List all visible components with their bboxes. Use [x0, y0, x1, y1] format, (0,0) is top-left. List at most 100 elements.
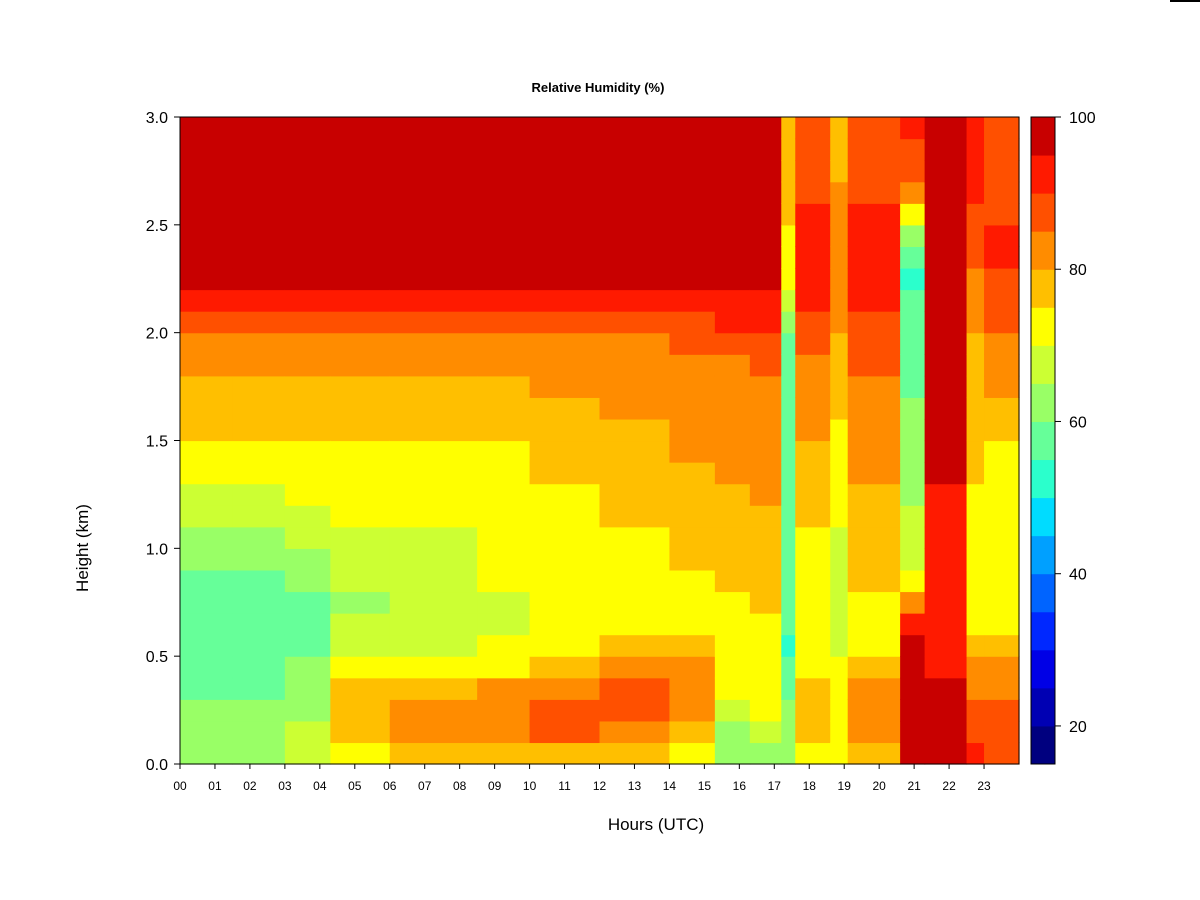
heatmap-cell — [477, 418, 531, 442]
heatmap-cell — [529, 634, 601, 657]
heatmap-cell — [795, 203, 831, 226]
heatmap-cell — [232, 375, 286, 398]
heatmap-cell — [529, 311, 601, 334]
heatmap-cell — [669, 289, 716, 312]
heatmap-cell — [330, 375, 391, 398]
heatmap-cell — [847, 397, 901, 420]
heatmap-cell — [847, 699, 901, 722]
heatmap-cell — [389, 332, 478, 355]
heatmap-cell — [477, 569, 531, 593]
x-tick-label: 12 — [593, 779, 607, 793]
heatmap-cell — [284, 246, 331, 269]
heatmap-cell — [714, 483, 751, 506]
heatmap-cell — [232, 418, 286, 442]
heatmap-cell — [477, 246, 531, 269]
heatmap-cell — [781, 742, 796, 765]
heatmap-cell — [669, 246, 716, 269]
heatmap-cell — [330, 591, 391, 614]
heatmap-cell — [389, 526, 478, 549]
heatmap-cell — [529, 117, 601, 140]
heatmap-cell — [330, 613, 391, 636]
heatmap-cell — [749, 613, 782, 636]
heatmap-cell — [900, 246, 926, 269]
heatmap-cell — [284, 224, 331, 247]
colorbar-segment — [1031, 535, 1055, 575]
heatmap-cell — [669, 569, 716, 593]
y-tick-label: 2.0 — [146, 326, 168, 343]
heatmap-cell — [749, 267, 782, 291]
heatmap-cell — [477, 375, 531, 398]
x-tick-label: 00 — [173, 779, 187, 793]
heatmap-cell — [180, 591, 234, 614]
colorbar-tick-label: 80 — [1069, 262, 1087, 279]
heatmap-cell — [599, 267, 671, 291]
heatmap-cell — [669, 203, 716, 226]
heatmap-cell — [477, 526, 531, 549]
colorbar-segment — [1031, 193, 1055, 232]
heatmap-cell — [900, 138, 926, 161]
heatmap-cell — [924, 418, 968, 442]
heatmap-cell — [669, 462, 716, 485]
heatmap-cell — [900, 677, 926, 700]
heatmap-cell — [389, 440, 478, 463]
heatmap-cell — [477, 224, 531, 247]
heatmap-cell — [830, 203, 849, 226]
heatmap-cell — [232, 526, 286, 549]
heatmap-cell — [529, 246, 601, 269]
heatmap-cell — [924, 483, 968, 506]
heatmap-cell — [830, 289, 849, 312]
heatmap-cell — [714, 505, 751, 528]
heatmap-cell — [599, 332, 671, 355]
heatmap-cell — [714, 311, 751, 334]
heatmap-cell — [599, 203, 671, 226]
heatmap-cell — [180, 311, 234, 334]
heatmap-cell — [477, 720, 531, 744]
heatmap-cell — [669, 720, 716, 744]
heatmap-cell — [795, 591, 831, 614]
heatmap-cell — [477, 483, 531, 506]
heatmap-cell — [900, 311, 926, 334]
heatmap-cell — [795, 505, 831, 528]
heatmap-cell — [599, 138, 671, 161]
heatmap-cell — [389, 375, 478, 398]
x-tick-label: 02 — [243, 779, 257, 793]
heatmap-cell — [232, 181, 286, 204]
heatmap-cell — [781, 267, 796, 291]
heatmap-cell — [781, 181, 796, 204]
heatmap-cell — [984, 505, 1020, 528]
heatmap-cell — [477, 181, 531, 204]
heatmap-cell — [180, 613, 234, 636]
heatmap-cell — [984, 267, 1020, 291]
heatmap-cell — [529, 613, 601, 636]
colorbar-segment — [1031, 421, 1055, 461]
heatmap-cell — [232, 203, 286, 226]
y-tick-label: 1.5 — [146, 434, 168, 451]
heatmap-cell — [781, 526, 796, 549]
heatmap-cell — [232, 548, 286, 571]
heatmap-cell — [389, 117, 478, 140]
heatmap-cell — [180, 203, 234, 226]
heatmap-cell — [180, 634, 234, 657]
heatmap-cell — [180, 742, 234, 765]
heatmap-cell — [389, 246, 478, 269]
heatmap-cell — [830, 699, 849, 722]
heatmap-cell — [529, 138, 601, 161]
heatmap-cell — [830, 246, 849, 269]
heatmap-cell — [830, 354, 849, 377]
x-tick-label: 11 — [558, 779, 571, 793]
heatmap-cell — [924, 332, 968, 355]
heatmap-cell — [795, 138, 831, 161]
heatmap-cell — [180, 526, 234, 549]
heatmap-cell — [984, 117, 1020, 140]
heatmap-cell — [749, 397, 782, 420]
heatmap-cell — [847, 160, 901, 183]
colorbar-segment — [1031, 725, 1055, 765]
heatmap-cell — [389, 418, 478, 442]
heatmap-cell — [830, 462, 849, 485]
heatmap-cell — [284, 267, 331, 291]
heatmap-cell — [984, 483, 1020, 506]
heatmap-cell — [389, 397, 478, 420]
x-tick-label: 18 — [803, 779, 817, 793]
heatmap-cell — [389, 591, 478, 614]
x-tick-label: 19 — [838, 779, 852, 793]
